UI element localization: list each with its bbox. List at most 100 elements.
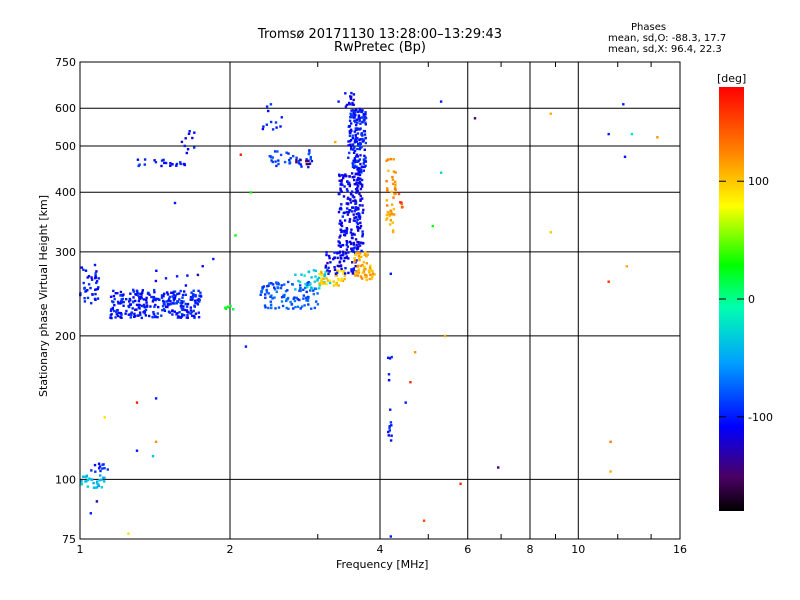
echo-point <box>197 311 200 314</box>
echo-point <box>119 311 122 315</box>
echo-point <box>300 273 303 276</box>
echo-point <box>339 254 342 257</box>
echo-point <box>276 281 279 285</box>
echo-point <box>299 307 302 310</box>
echo-point <box>182 305 185 308</box>
echo-point <box>153 288 156 292</box>
echo-point <box>160 164 163 168</box>
echo-point <box>353 175 356 178</box>
echo-point <box>147 291 150 295</box>
echo-point <box>172 291 175 294</box>
echo-point <box>307 303 310 306</box>
colorbar-tick-label: 0 <box>748 293 755 306</box>
echo-point <box>82 268 85 271</box>
echo-point <box>94 292 97 296</box>
echo-point <box>357 251 360 255</box>
echo-point <box>391 229 395 232</box>
echo-point <box>305 290 308 294</box>
echo-point <box>343 185 346 188</box>
echo-point <box>339 228 342 231</box>
echo-point <box>130 313 133 317</box>
echo-point <box>340 267 343 271</box>
echo-point <box>297 159 301 163</box>
echo-point <box>340 203 343 206</box>
echo-point <box>97 483 100 486</box>
echo-point <box>339 244 343 247</box>
echo-point <box>346 197 349 201</box>
echo-point <box>307 152 310 156</box>
echo-point <box>362 129 366 133</box>
echo-point <box>328 270 331 273</box>
echo-point <box>133 312 136 316</box>
echo-point <box>124 312 127 315</box>
echo-point <box>310 159 314 163</box>
echo-point <box>328 256 331 260</box>
echo-point <box>354 133 357 137</box>
echo-point <box>349 114 353 117</box>
echo-point <box>308 151 311 154</box>
echo-point <box>358 170 361 173</box>
y-tick-label: 500 <box>55 140 76 153</box>
echo-point <box>349 128 353 131</box>
echo-point <box>157 305 160 309</box>
echo-point <box>609 440 612 443</box>
echo-point <box>274 160 277 163</box>
echo-point <box>355 243 358 247</box>
echo-point <box>361 109 364 112</box>
echo-point <box>160 294 164 297</box>
echo-point <box>308 283 311 286</box>
echo-point <box>389 219 392 222</box>
echo-point <box>361 116 364 119</box>
echo-point <box>191 314 194 317</box>
echo-point <box>193 146 196 149</box>
echo-point <box>271 156 274 159</box>
echo-point <box>354 127 357 130</box>
echo-point <box>80 483 84 486</box>
echo-point <box>356 274 360 277</box>
echo-point <box>390 424 393 427</box>
echo-point <box>332 280 335 283</box>
echo-point <box>353 139 357 142</box>
echo-point <box>154 315 157 319</box>
echo-point <box>353 274 357 277</box>
echo-point <box>363 154 366 158</box>
echo-point <box>338 250 342 253</box>
echo-point <box>352 148 355 151</box>
echo-point <box>397 192 401 196</box>
echo-point <box>343 274 347 277</box>
echo-point <box>358 217 362 220</box>
echo-point <box>364 137 367 140</box>
echo-point <box>358 168 361 171</box>
echo-point <box>189 306 192 309</box>
echo-point <box>318 282 321 285</box>
echo-point <box>341 254 344 257</box>
echo-point <box>275 290 278 293</box>
echo-point <box>364 251 367 254</box>
echo-point <box>181 293 185 297</box>
echo-point <box>267 109 270 113</box>
chart-title: Tromsø 20171130 13:28:00–13:29:43 <box>257 27 503 42</box>
echo-point <box>369 268 372 271</box>
echo-point <box>307 159 310 162</box>
echo-point <box>391 175 394 179</box>
echo-point <box>316 279 319 282</box>
echo-point <box>265 291 269 294</box>
echo-point <box>86 296 90 300</box>
echo-point <box>181 308 184 311</box>
echo-point <box>343 233 346 237</box>
echo-point <box>95 500 99 503</box>
echo-point <box>349 240 352 244</box>
echo-point <box>324 266 327 269</box>
echo-point <box>353 183 356 186</box>
echo-point <box>152 298 155 301</box>
echo-point <box>103 416 106 419</box>
echo-point <box>196 273 200 277</box>
y-tick-label: 300 <box>55 246 76 259</box>
echo-point <box>121 297 124 301</box>
echo-point <box>304 296 308 299</box>
echo-point <box>325 277 328 280</box>
echo-point <box>361 204 364 207</box>
echo-point <box>97 462 101 465</box>
echo-point <box>385 213 389 217</box>
echo-point <box>115 313 118 316</box>
